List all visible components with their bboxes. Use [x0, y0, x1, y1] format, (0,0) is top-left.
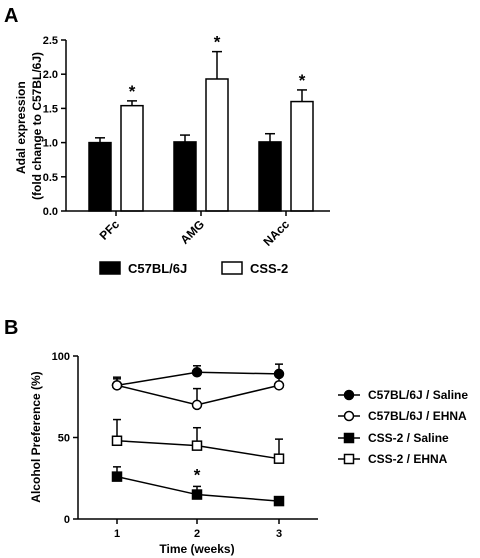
y-tick-label: 0.5 — [43, 172, 58, 184]
legend-swatch-css-2 — [221, 261, 243, 275]
data-point-c57bl-6j-ehna — [273, 380, 285, 391]
y-tick-label: 1.0 — [43, 138, 58, 150]
data-point-c57bl-6j-saline — [191, 367, 203, 378]
panel-b-y-axis-title: Alcohol Preference (%) — [29, 371, 43, 502]
bar-c57bl-6j-pfc — [88, 141, 112, 212]
data-point-css-2-ehna — [111, 435, 123, 447]
category-label-nacc: NAcc — [261, 217, 293, 249]
legend-marker-c57bl-6j-ehna — [343, 410, 355, 422]
x-tick-label: 3 — [276, 528, 282, 540]
data-point-css-2-saline — [191, 489, 203, 500]
legend-marker-css-2-saline — [343, 432, 355, 444]
panel-a-label: A — [4, 5, 18, 27]
legend-label-css-2-saline: CSS-2 / Saline — [368, 431, 449, 445]
panel-b-x-ticks: 1 2 3 — [114, 519, 282, 540]
panel-a-y-axis-title: Adal expression (fold change to C57BL/6J… — [14, 52, 44, 200]
legend-label-c57bl-6j: C57BL/6J — [128, 261, 187, 276]
series-c57bl-6j-ehna — [111, 374, 285, 411]
significance-marker-amg: * — [214, 33, 221, 52]
panel-a-legend: C57BL/6J CSS-2 — [99, 261, 288, 276]
y-axis-title-line-1: Adal expression — [14, 81, 28, 174]
panel-b-y-ticks: 0 50 100 — [52, 351, 78, 526]
panel-b-x-axis-title: Time (weeks) — [159, 542, 234, 556]
bar-c57bl-6j-nacc — [258, 141, 282, 212]
significance-marker-pfc: * — [129, 82, 136, 101]
series-css-2-ehna — [111, 418, 285, 464]
panel-b: B Alcohol Preference (%) Time (weeks) 0 5… — [4, 317, 468, 556]
panel-a-bars — [88, 50, 314, 212]
y-tick-label: 2.5 — [43, 35, 58, 47]
panel-a-category-labels: PFc AMG NAcc — [97, 211, 293, 249]
y-tick-label: 0 — [64, 514, 70, 526]
data-point-c57bl-6j-ehna — [191, 399, 203, 411]
series-css-2-saline — [111, 466, 285, 507]
panel-b-label: B — [4, 317, 18, 339]
panel-a: A Adal expression (fold change to C57BL/… — [4, 5, 330, 276]
x-tick-label: 2 — [194, 528, 200, 540]
y-tick-label: 1.5 — [43, 103, 58, 115]
data-point-css-2-saline — [273, 495, 285, 507]
legend-marker-css-2-ehna — [343, 453, 355, 465]
bar-css-2-pfc — [120, 104, 144, 212]
legend-marker-c57bl-6j-saline — [343, 389, 355, 401]
y-tick-label: 50 — [58, 433, 70, 445]
y-tick-label: 0.0 — [43, 206, 58, 218]
legend-swatch-c57bl-6j — [99, 261, 121, 275]
panel-b-significance: * — [194, 465, 201, 484]
panel-b-series — [111, 363, 285, 507]
legend-label-css-2: CSS-2 — [250, 261, 288, 276]
y-tick-label: 100 — [52, 351, 70, 363]
legend-label-c57bl-6j-ehna: C57BL/6J / EHNA — [368, 409, 467, 423]
panel-a-y-ticks: 0.0 0.5 1.0 1.5 2.0 2.5 — [43, 35, 66, 218]
data-point-css-2-ehna — [273, 453, 285, 464]
category-label-pfc: PFc — [97, 217, 123, 243]
y-tick-label: 2.0 — [43, 69, 58, 81]
significance-marker-nacc: * — [299, 71, 306, 90]
data-point-c57bl-6j-ehna — [111, 380, 123, 391]
x-tick-label: 1 — [114, 528, 120, 540]
panel-a-significance: * * * — [129, 33, 306, 101]
legend-label-c57bl-6j-saline: C57BL/6J / Saline — [368, 388, 468, 402]
category-label-amg: AMG — [177, 217, 207, 247]
series-c57bl-6j-saline — [111, 363, 285, 391]
y-axis-title-line-2: (fold change to C57BL/6J) — [30, 52, 44, 200]
significance-marker-week-2: * — [194, 465, 201, 484]
legend-label-css-2-ehna: CSS-2 / EHNA — [368, 452, 448, 466]
bar-css-2-amg — [205, 78, 229, 212]
data-point-css-2-ehna — [191, 440, 203, 451]
bar-c57bl-6j-amg — [173, 141, 197, 212]
bar-css-2-nacc — [290, 100, 314, 212]
data-point-css-2-saline — [111, 471, 123, 482]
panel-b-legend: C57BL/6J / Saline C57BL/6J / EHNA CSS-2 / … — [338, 388, 468, 466]
